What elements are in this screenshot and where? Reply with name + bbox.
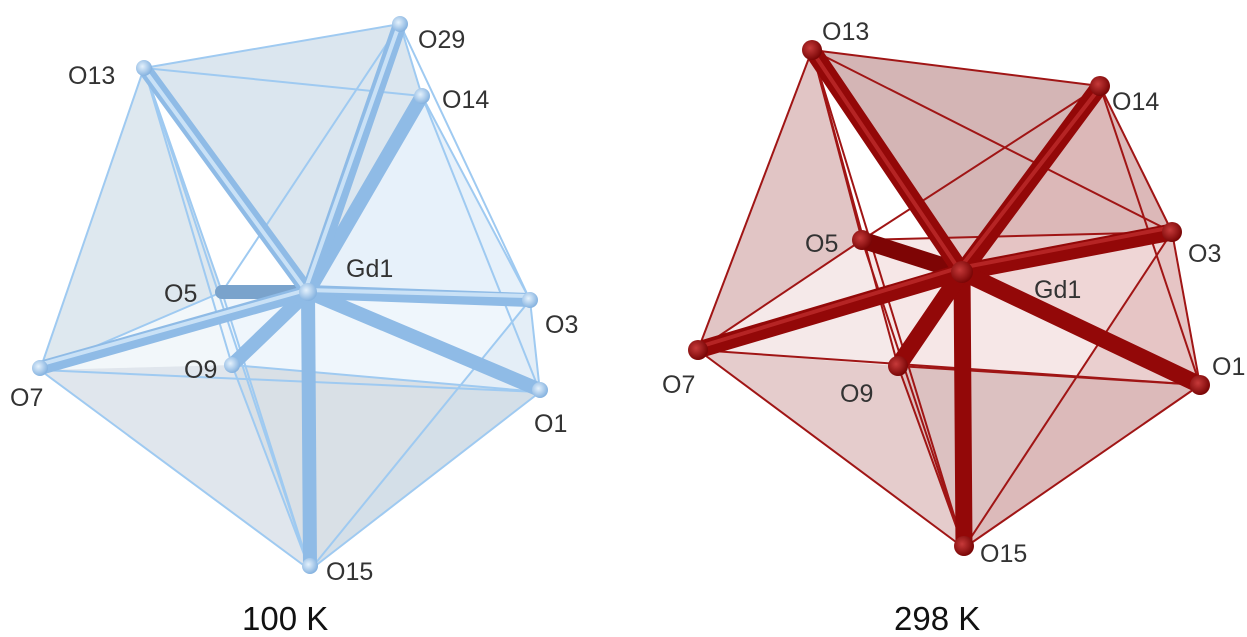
bond-highlights-100k (40, 26, 530, 366)
label-o7-298k: O7 (662, 371, 695, 399)
atoms-100k (32, 16, 548, 574)
bond-gd1-o1-298k (953, 263, 1209, 394)
label-o13-298k: O13 (822, 18, 869, 46)
label-o9-298k: O9 (840, 380, 873, 408)
atom-o7 (32, 360, 48, 376)
atom-o7-298k (688, 340, 708, 360)
bond-gd1-o15-298k (953, 263, 973, 555)
label-gd1-298k: Gd1 (1034, 276, 1081, 304)
bond-gd1-o14 (301, 89, 429, 299)
label-o5-298k: O5 (805, 230, 838, 258)
label-o14-298k: O14 (1112, 88, 1159, 116)
atom-o9 (224, 357, 240, 373)
bond-gd1-o7 (33, 285, 315, 375)
bond-gd1-o15 (301, 285, 317, 573)
label-o15-298k: O15 (980, 540, 1027, 568)
bond-gd1-o5-298k (853, 231, 971, 281)
caption-298k: 298 K (894, 600, 980, 637)
atom-o29 (392, 16, 408, 32)
caption-100k: 100 K (242, 600, 328, 637)
atom-o9-298k (888, 356, 908, 376)
polyhedron-100k: O13 O29 O14 Gd1 O5 O3 O7 O9 O1 O15 100 K (10, 16, 578, 637)
label-o9: O9 (184, 356, 217, 384)
label-o3: O3 (545, 311, 578, 339)
label-o7: O7 (10, 384, 43, 412)
atom-gd1-298k (951, 261, 973, 283)
atom-o15 (302, 558, 318, 574)
bond-gd1-o3-298k (953, 223, 1181, 281)
label-o29: O29 (418, 26, 465, 54)
label-o15: O15 (326, 558, 373, 586)
bond-highlights-298k (700, 52, 1170, 348)
label-o3-298k: O3 (1188, 240, 1221, 268)
polyhedron-298k: O13 O14 O5 O3 Gd1 O1 O7 O9 O15 298 K (662, 18, 1245, 637)
label-o1-298k: O1 (1212, 353, 1245, 381)
atom-o1 (532, 382, 548, 398)
atom-o14-298k (1090, 76, 1110, 96)
label-o13: O13 (68, 62, 115, 90)
atom-o3-298k (1162, 222, 1182, 242)
label-o14: O14 (442, 86, 489, 114)
atom-o14 (414, 88, 430, 104)
label-gd1-100k: Gd1 (346, 255, 393, 283)
label-o5: O5 (164, 280, 197, 308)
atom-gd1 (299, 283, 317, 301)
atom-o13 (136, 60, 152, 76)
bond-gd1-o7-298k (689, 263, 971, 359)
bond-gd1-o3 (301, 285, 537, 307)
atom-o3 (522, 292, 538, 308)
atom-o5-298k (852, 230, 872, 250)
atom-o1-298k (1190, 375, 1210, 395)
label-o1: O1 (534, 410, 567, 438)
bond-gd1-o9 (225, 285, 315, 372)
atom-o13-298k (802, 40, 822, 60)
bond-gd1-o9-298k (889, 263, 971, 375)
atoms-298k (688, 40, 1210, 556)
atom-o15-298k (954, 536, 974, 556)
bond-gd1-o1 (301, 285, 547, 397)
